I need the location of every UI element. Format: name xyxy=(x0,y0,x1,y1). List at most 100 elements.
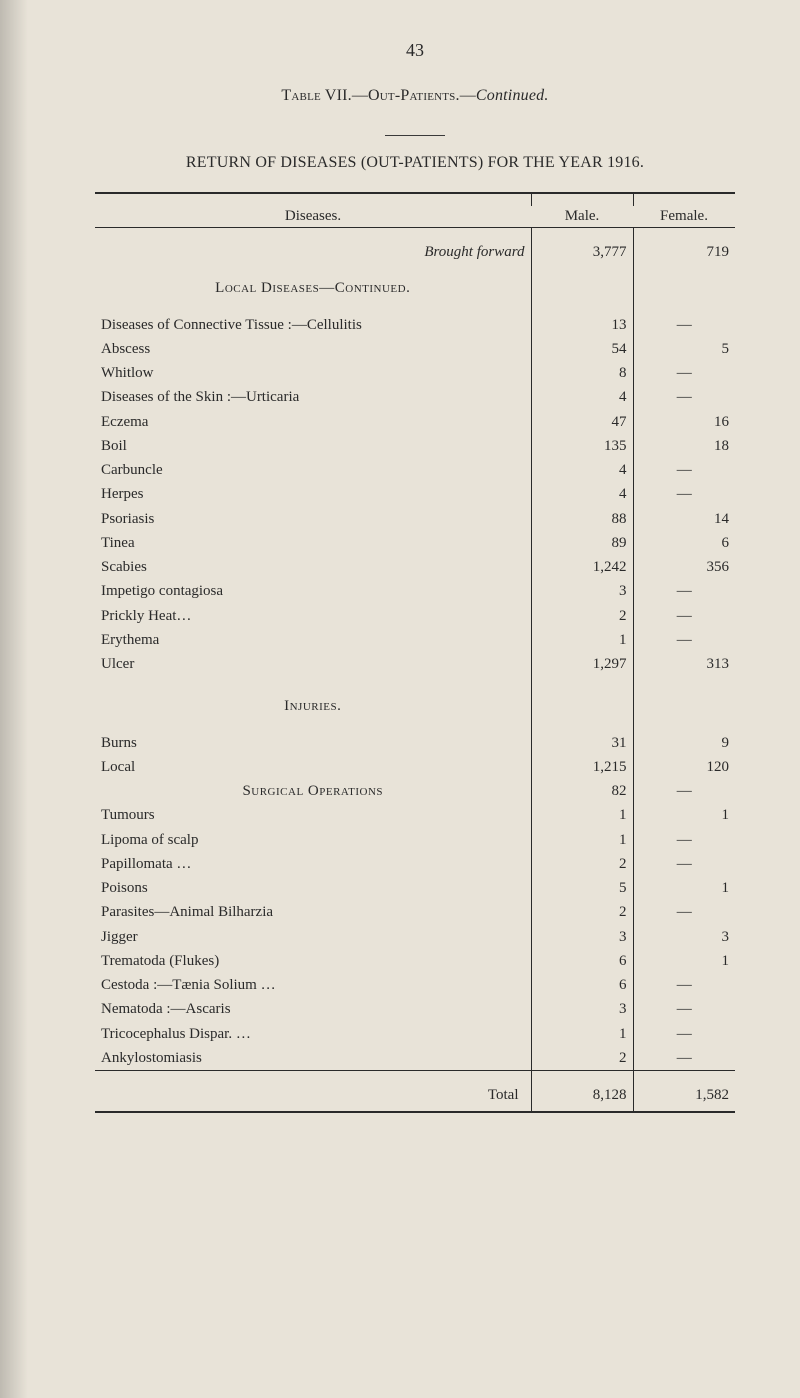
surgical-male: 82 xyxy=(531,779,633,803)
row-male: 1 xyxy=(531,1022,633,1046)
row-female: 356 xyxy=(633,555,735,579)
row-female: — xyxy=(633,361,735,385)
row-label: Papillomata … xyxy=(101,856,195,872)
row-label: Ankylostomiasis xyxy=(101,1050,206,1066)
table-title-suffix: Continued. xyxy=(476,87,549,104)
table-row: Carbuncle4— xyxy=(95,458,735,482)
row-male: 88 xyxy=(531,507,633,531)
row-female: — xyxy=(633,313,735,337)
bf-male: 3,777 xyxy=(531,240,633,264)
table-row: Papillomata …2— xyxy=(95,852,735,876)
totals-row: Total 8,128 1,582 xyxy=(95,1083,735,1107)
table-row: Cestoda :—Tænia Solium … 6— xyxy=(95,973,735,997)
row-male: 89 xyxy=(531,531,633,555)
row-label: Boil xyxy=(101,438,131,454)
table-row: Jigger33 xyxy=(95,925,735,949)
table-row: Tumours11 xyxy=(95,803,735,827)
row-female: 16 xyxy=(633,410,735,434)
row-label: Lipoma of scalp xyxy=(101,832,202,848)
total-label: Total xyxy=(95,1083,531,1107)
row-male: 2 xyxy=(531,900,633,924)
row-female: 5 xyxy=(633,337,735,361)
row-female: — xyxy=(633,828,735,852)
row-female: — xyxy=(633,628,735,652)
row-label: Prickly Heat… xyxy=(101,608,195,624)
row-male: 6 xyxy=(531,973,633,997)
row-female: — xyxy=(633,852,735,876)
row-female: 1 xyxy=(633,949,735,973)
row-male: 47 xyxy=(531,410,633,434)
table-row: Ulcer1,297313 xyxy=(95,652,735,676)
table-row: Burns319 xyxy=(95,731,735,755)
row-female: 9 xyxy=(633,731,735,755)
page: 43 Table VII.—Out-Patients.—Continued. R… xyxy=(0,0,800,1398)
row-female: 14 xyxy=(633,507,735,531)
row-female: 3 xyxy=(633,925,735,949)
row-female: — xyxy=(633,482,735,506)
row-label: Tinea xyxy=(101,535,139,551)
row-label: Herpes xyxy=(101,486,147,502)
page-number: 43 xyxy=(90,40,740,61)
col-diseases: Diseases. xyxy=(95,206,531,228)
row-label: Scabies xyxy=(101,559,151,575)
row-female: — xyxy=(633,1046,735,1071)
table-title-prefix: Table VII.—Out-Patients.— xyxy=(281,87,475,104)
local-diseases-continued: Local Diseases—Continued. xyxy=(95,276,531,300)
row-female: 1 xyxy=(633,803,735,827)
table-row: Parasites—Animal Bilharzia2— xyxy=(95,900,735,924)
row-label: Eczema xyxy=(101,414,152,430)
row-female: — xyxy=(633,900,735,924)
row-female: 313 xyxy=(633,652,735,676)
row-male: 13 xyxy=(531,313,633,337)
row-female: — xyxy=(633,997,735,1021)
table-row: Tinea 896 xyxy=(95,531,735,555)
row-male: 54 xyxy=(531,337,633,361)
table-row: Ankylostomiasis2— xyxy=(95,1046,735,1071)
row-female: — xyxy=(633,973,735,997)
row-label: Cestoda :—Tænia Solium … xyxy=(101,977,280,993)
table-row: Herpes 4— xyxy=(95,482,735,506)
row-label: Tumours xyxy=(101,807,159,823)
row-female: 1 xyxy=(633,876,735,900)
table-row: Nematoda :—Ascaris3— xyxy=(95,997,735,1021)
row-label: Diseases of the Skin :—Urticaria xyxy=(101,389,303,405)
total-male: 8,128 xyxy=(531,1083,633,1107)
table-title: Table VII.—Out-Patients.—Continued. xyxy=(90,87,740,105)
row-female: 120 xyxy=(633,755,735,779)
table-row: Impetigo contagiosa3— xyxy=(95,579,735,603)
table-row: Scabies 1,242356 xyxy=(95,555,735,579)
row-label: Psoriasis xyxy=(101,511,158,527)
gutter-shadow xyxy=(0,0,28,1398)
table-row: Poisons51 xyxy=(95,876,735,900)
table-row: Whitlow 8 — xyxy=(95,361,735,385)
table-row: Diseases of Connective Tissue :—Cellulit… xyxy=(95,313,735,337)
row-male: 4 xyxy=(531,482,633,506)
row-female: — xyxy=(633,385,735,409)
row-male: 1,215 xyxy=(531,755,633,779)
row-label: Carbuncle xyxy=(101,462,167,478)
table-row: Local1,215120 xyxy=(95,755,735,779)
row-male: 8 xyxy=(531,361,633,385)
row-label: Erythema xyxy=(101,632,163,648)
row-male: 135 xyxy=(531,434,633,458)
section-heading: RETURN OF DISEASES (OUT-PATIENTS) FOR TH… xyxy=(90,154,740,172)
table-row: Trematoda (Flukes)61 xyxy=(95,949,735,973)
row-label: Diseases of Connective Tissue :—Cellulit… xyxy=(101,317,366,333)
row-female: 6 xyxy=(633,531,735,555)
row-male: 1 xyxy=(531,628,633,652)
title-rule xyxy=(385,135,445,136)
row-male: 3 xyxy=(531,997,633,1021)
table-row: Psoriasis 8814 xyxy=(95,507,735,531)
brought-forward-label: Brought forward xyxy=(95,240,531,264)
row-female: — xyxy=(633,458,735,482)
surgical-female: — xyxy=(633,779,735,803)
table-row: Erythema 1— xyxy=(95,628,735,652)
row-female: — xyxy=(633,604,735,628)
row-male: 1,242 xyxy=(531,555,633,579)
row-label: Whitlow xyxy=(101,365,158,381)
row-label: Burns xyxy=(101,735,141,751)
row-male: 5 xyxy=(531,876,633,900)
bf-female: 719 xyxy=(633,240,735,264)
diseases-table: Diseases. Male. Female. Brought forward … xyxy=(95,192,735,1117)
table-row: Prickly Heat…2— xyxy=(95,604,735,628)
